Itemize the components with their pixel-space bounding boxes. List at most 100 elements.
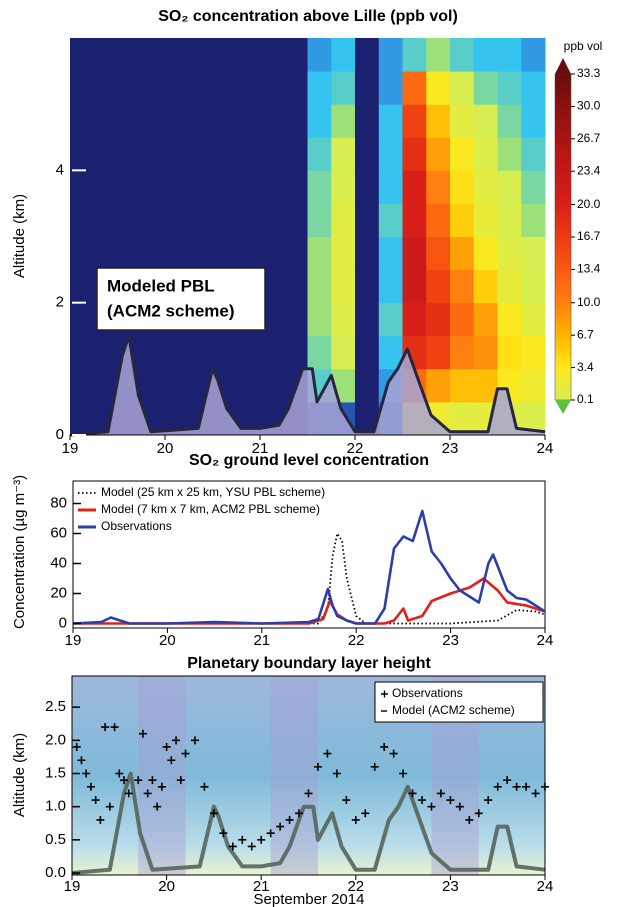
heatmap-cell [236,368,261,403]
heatmap-cell [260,368,285,403]
observation-point [120,776,129,785]
heatmap-cell [331,38,356,72]
heatmap-cell [331,170,356,204]
heatmap-cell [283,302,308,337]
heatmap-cell [331,104,356,138]
y-axis-label: Concentration (µg m⁻³) [11,475,28,629]
observation-point [380,742,389,751]
heatmap-cell [426,71,451,105]
colorbar-tick-label: 33.3 [577,66,601,80]
observation-point [219,829,228,838]
heatmap-cell [355,269,380,304]
observation-point [455,802,464,811]
observation-point [228,842,237,851]
y-axis-label: Altitude (km) [11,733,28,817]
x-tick-label: 20 [159,632,176,649]
observation-point [474,809,483,818]
heatmap-cell [521,71,546,105]
heatmap-cell [212,71,237,105]
heatmap-cell [260,104,285,138]
heatmap-cell [93,71,118,105]
heatmap-cell [236,137,261,171]
heatmap-cell [260,38,285,72]
observation-point [446,796,455,805]
observation-point [389,749,398,758]
heatmap-cell [307,236,332,271]
heatmap-cell [236,104,261,138]
observation-point [313,762,322,771]
heatmap-cell [188,203,213,237]
heatmap-cell [331,302,356,337]
observation-point [181,749,190,758]
heatmap-cell [117,38,142,72]
heatmap-cell [497,71,522,105]
observation-point [105,802,114,811]
observation-point [399,769,408,778]
observation-point [162,742,171,751]
heatmap-cell [355,203,380,237]
colorbar-tick-label: 3.4 [577,360,594,374]
heatmap-cell [331,269,356,304]
colorbar-tick-label: 6.7 [577,327,594,341]
x-tick-label: 22 [347,440,364,457]
legend-label: Observations [392,686,463,700]
heatmap-cell [93,170,118,204]
observation-point [503,776,512,785]
heatmap-cell [141,203,166,237]
heatmap-cell [283,269,308,304]
heatmap-cell [212,236,237,271]
legend-label: Model (7 km x 7 km, ACM2 PBL scheme) [101,502,320,516]
heatmap-cell [117,104,142,138]
observation-point [167,756,176,765]
heatmap-cell [236,38,261,72]
observation-point [153,802,162,811]
heatmap-cell [260,170,285,204]
observation-point [172,736,181,745]
heatmap-cell [307,269,332,304]
y-tick-label: 2.5 [45,698,66,715]
heatmap-cell [212,137,237,171]
observation-point [91,796,100,805]
observation-point [138,729,147,738]
heatmap-cell [426,302,451,337]
observation-point [96,815,105,824]
observation-point [512,782,521,791]
heatmap-cell [212,38,237,72]
heatmap-cell [521,368,546,403]
heatmap-cell [497,236,522,271]
heatmap-cell [402,170,427,204]
colorbar-extend [555,58,571,74]
observation-point [115,769,124,778]
legend-box [374,681,544,723]
heatmap-cell [236,71,261,105]
observation-point [77,756,86,765]
y-tick-label: 2.0 [45,731,66,748]
lidar-band [138,676,186,875]
heatmap-cell [331,236,356,271]
heatmap-cell [188,170,213,204]
y-tick-label: 40 [50,554,67,571]
heatmap-cell [117,137,142,171]
heatmap-cell [307,71,332,105]
heatmap-cell [188,335,213,370]
heatmap-cell [70,335,95,370]
heatmap-cell [188,71,213,105]
observation-point [86,782,95,791]
x-tick-label: 23 [442,440,459,457]
heatmap-cell [497,170,522,204]
heatmap-cell [188,236,213,271]
annotation-box [96,267,266,331]
heatmap-cell [283,335,308,370]
observation-point [276,822,285,831]
heatmap-cell [93,137,118,171]
heatmap-cell [521,170,546,204]
colorbar-tick-label: 23.4 [577,163,601,177]
x-axis-label: September 2014 [254,891,365,907]
heatmap-cell [307,137,332,171]
heatmap-cell [236,236,261,271]
heatmap-cell [378,38,403,72]
chart-title: SO₂ concentration above Lille (ppb vol) [158,8,458,25]
heatmap-cell [236,170,261,204]
x-tick-label: 20 [158,878,175,895]
